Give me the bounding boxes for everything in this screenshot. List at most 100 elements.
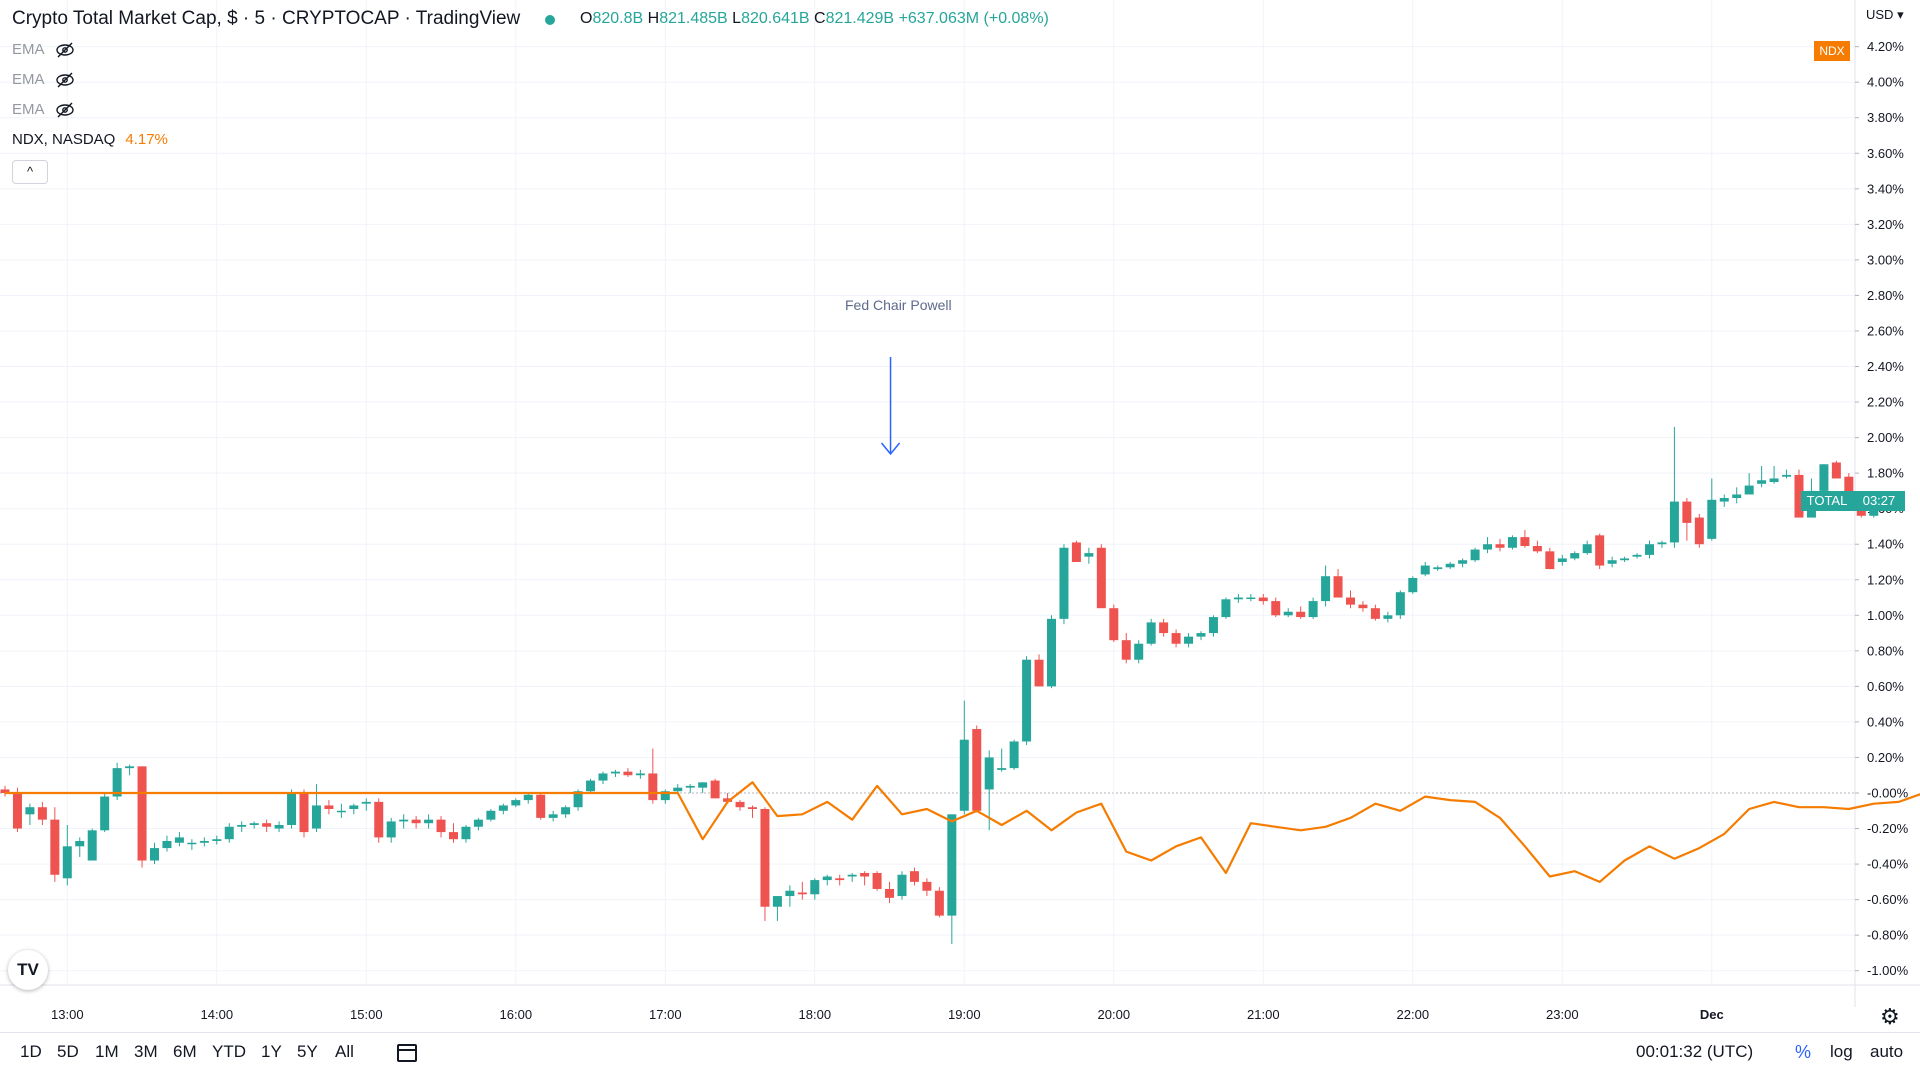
- auto-scale-button[interactable]: auto: [1870, 1042, 1904, 1061]
- candle: [1458, 558, 1468, 568]
- utc-clock[interactable]: 00:01:32 (UTC): [1636, 1042, 1754, 1061]
- range-5y-button[interactable]: 5Y: [297, 1042, 318, 1061]
- candle: [1570, 551, 1580, 561]
- chart-grid: [0, 0, 1920, 1007]
- candle-body: [897, 874, 907, 897]
- candle: [324, 800, 334, 815]
- candle-body: [1059, 547, 1069, 619]
- candle: [1831, 460, 1841, 479]
- log-scale-button[interactable]: log: [1830, 1042, 1853, 1061]
- candle: [1557, 554, 1567, 566]
- indicator-ema-3[interactable]: EMA: [12, 101, 75, 118]
- candle: [797, 881, 807, 900]
- open-label: O: [580, 10, 593, 27]
- candle: [1707, 478, 1717, 541]
- candle: [934, 887, 944, 918]
- candle-body: [12, 793, 22, 829]
- candle: [1308, 597, 1318, 619]
- chart-title: Crypto Total Market Cap, $ · 5 · CRYPTOC…: [12, 8, 521, 29]
- range-6m-button[interactable]: 6M: [173, 1042, 197, 1061]
- range-1d-button[interactable]: 1D: [20, 1042, 42, 1061]
- candle: [150, 842, 159, 865]
- candle: [349, 803, 359, 815]
- candle-body: [685, 785, 695, 788]
- candle-body: [785, 890, 795, 897]
- candle: [885, 881, 895, 904]
- eye-crossed-icon[interactable]: [55, 72, 75, 88]
- candle-body: [760, 808, 770, 907]
- ndx-legend-value: 4.17%: [125, 131, 168, 148]
- candle-body: [1744, 485, 1754, 495]
- collapse-legend-button[interactable]: ^: [12, 160, 48, 184]
- candle-body: [1321, 576, 1331, 602]
- currency-selector[interactable]: USD ▾: [1866, 7, 1904, 23]
- candle: [1495, 538, 1505, 552]
- candle-body: [262, 823, 272, 827]
- eye-crossed-icon[interactable]: [55, 42, 75, 58]
- candle: [237, 821, 247, 833]
- candle: [1208, 615, 1218, 637]
- candle: [1769, 466, 1779, 484]
- range-ytd-button[interactable]: YTD: [212, 1042, 246, 1061]
- candle-body: [174, 837, 184, 843]
- indicator-ema-1[interactable]: EMA: [12, 41, 75, 58]
- candle-body: [162, 840, 172, 849]
- candle-body: [473, 819, 483, 827]
- candle-body: [1395, 592, 1405, 616]
- candle: [810, 878, 820, 900]
- candle: [336, 803, 346, 818]
- indicator-ema-2[interactable]: EMA: [12, 71, 75, 88]
- candle-body: [1458, 560, 1468, 564]
- y-tick-label: 3.40%: [1867, 181, 1904, 196]
- candle-body: [723, 798, 733, 802]
- ndx-legend[interactable]: NDX, NASDAQ 4.17%: [12, 131, 168, 148]
- candle: [361, 798, 371, 811]
- candle: [511, 798, 521, 808]
- candle: [1483, 537, 1493, 554]
- candle: [274, 821, 284, 833]
- candle: [1134, 640, 1144, 664]
- candle: [461, 824, 471, 843]
- calendar-icon[interactable]: [397, 1044, 417, 1062]
- tradingview-logo-icon[interactable]: TV: [8, 950, 48, 990]
- candle-body: [0, 789, 10, 793]
- candle-body: [1782, 474, 1792, 477]
- candle: [822, 874, 832, 886]
- y-tick-label: 3.00%: [1867, 252, 1904, 267]
- x-tick-label: 18:00: [799, 1007, 832, 1022]
- y-tick-label: 3.80%: [1867, 110, 1904, 125]
- candle: [125, 764, 135, 776]
- candle-body: [1408, 577, 1418, 593]
- candle: [947, 814, 957, 945]
- eye-crossed-icon[interactable]: [55, 102, 75, 118]
- candle: [735, 800, 745, 811]
- percent-scale-button[interactable]: %: [1795, 1042, 1812, 1062]
- candle: [959, 700, 969, 815]
- candle: [710, 778, 720, 799]
- candle: [162, 835, 172, 852]
- ohlc-readout: O820.8B H821.485B L820.641B C821.429B +6…: [580, 10, 1049, 28]
- range-all-button[interactable]: All: [335, 1042, 354, 1061]
- range-1m-button[interactable]: 1M: [95, 1042, 119, 1061]
- range-1y-button[interactable]: 1Y: [261, 1042, 282, 1061]
- candle-body: [411, 819, 421, 824]
- gear-icon[interactable]: ⚙: [1880, 1004, 1900, 1029]
- candle: [610, 769, 620, 778]
- candle-body: [872, 872, 882, 889]
- candle-body: [1308, 601, 1318, 618]
- candle-body: [199, 840, 209, 843]
- indicator-label: EMA: [12, 101, 45, 118]
- y-tick-label: 4.00%: [1867, 75, 1904, 90]
- candle-body: [561, 807, 571, 815]
- range-3m-button[interactable]: 3M: [134, 1042, 158, 1061]
- ndx-line: [5, 781, 1920, 884]
- candle-body: [125, 766, 135, 769]
- candle: [635, 769, 645, 779]
- candle: [0, 785, 10, 797]
- candle-body: [1333, 576, 1343, 598]
- candle-body: [1657, 542, 1667, 545]
- candle-body: [62, 846, 72, 879]
- candle: [1296, 606, 1306, 619]
- range-5d-button[interactable]: 5D: [57, 1042, 79, 1061]
